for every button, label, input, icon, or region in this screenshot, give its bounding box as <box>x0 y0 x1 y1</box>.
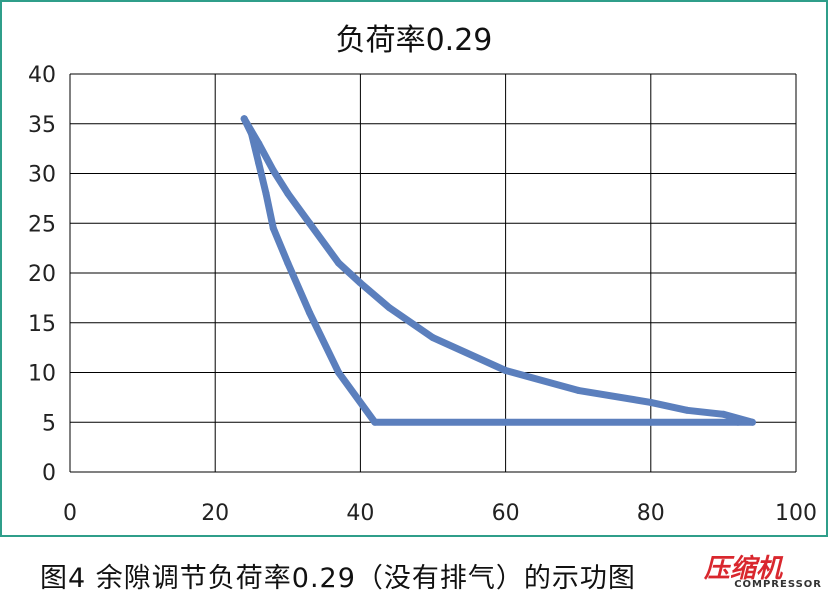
x-tick-label: 20 <box>201 501 229 526</box>
x-tick-label: 60 <box>492 501 520 526</box>
chart-title: 负荷率0.29 <box>336 23 493 58</box>
data-point <box>248 130 255 138</box>
data-point <box>306 309 314 317</box>
data-point <box>306 219 314 227</box>
data-point <box>255 160 263 168</box>
data-point <box>683 406 691 414</box>
data-point <box>371 418 379 426</box>
figure-caption: 图4 余隙调节负荷率0.29（没有排气）的示功图 <box>40 563 636 594</box>
data-point <box>262 189 270 197</box>
magazine-logo: 压缩机 COMPRESSOR <box>704 548 822 590</box>
data-point <box>502 418 510 426</box>
data-point <box>255 140 263 148</box>
data-point <box>385 304 393 312</box>
data-point <box>734 418 742 426</box>
x-tick-label: 40 <box>346 501 374 526</box>
y-tick-label: 15 <box>28 312 56 337</box>
data-point <box>269 224 277 232</box>
series-layer <box>240 115 756 426</box>
data-point <box>335 369 343 376</box>
tick-labels: 0 5 10 15 20 25 30 35 40 0 20 40 60 80 100 <box>28 63 817 526</box>
x-tick-label: 80 <box>637 501 665 526</box>
y-tick-label: 35 <box>28 113 56 138</box>
y-tick-label: 10 <box>28 362 56 387</box>
data-point <box>284 259 292 267</box>
data-point <box>240 115 248 123</box>
data-point <box>429 334 437 342</box>
data-point <box>502 367 510 375</box>
data-point <box>748 418 756 426</box>
x-tick-label: 100 <box>775 501 817 526</box>
logo-en-text: COMPRESSOR <box>734 579 822 590</box>
logo-cn-text: 压缩机 <box>704 554 783 584</box>
data-point <box>335 259 343 267</box>
y-tick-label: 0 <box>42 461 56 486</box>
data-point <box>719 410 727 418</box>
data-point <box>647 398 655 406</box>
chart-svg: 负荷率0.29 0 5 10 15 20 25 30 35 40 0 20 40 60 80 100 <box>28 23 817 526</box>
chart-frame: 负荷率0.29 0 5 10 15 20 25 30 35 40 0 20 40 60 80 100 <box>0 0 828 537</box>
data-point <box>269 167 277 175</box>
y-tick-label: 30 <box>28 163 56 188</box>
pv-diagram-line <box>240 115 756 426</box>
data-point <box>574 386 582 394</box>
data-point <box>356 279 364 287</box>
y-tick-label: 25 <box>28 212 56 237</box>
y-tick-label: 40 <box>28 63 56 88</box>
y-tick-label: 20 <box>28 262 56 287</box>
data-point <box>284 189 292 197</box>
x-tick-label: 0 <box>63 501 77 526</box>
data-point <box>647 418 655 426</box>
y-tick-label: 5 <box>42 411 56 436</box>
